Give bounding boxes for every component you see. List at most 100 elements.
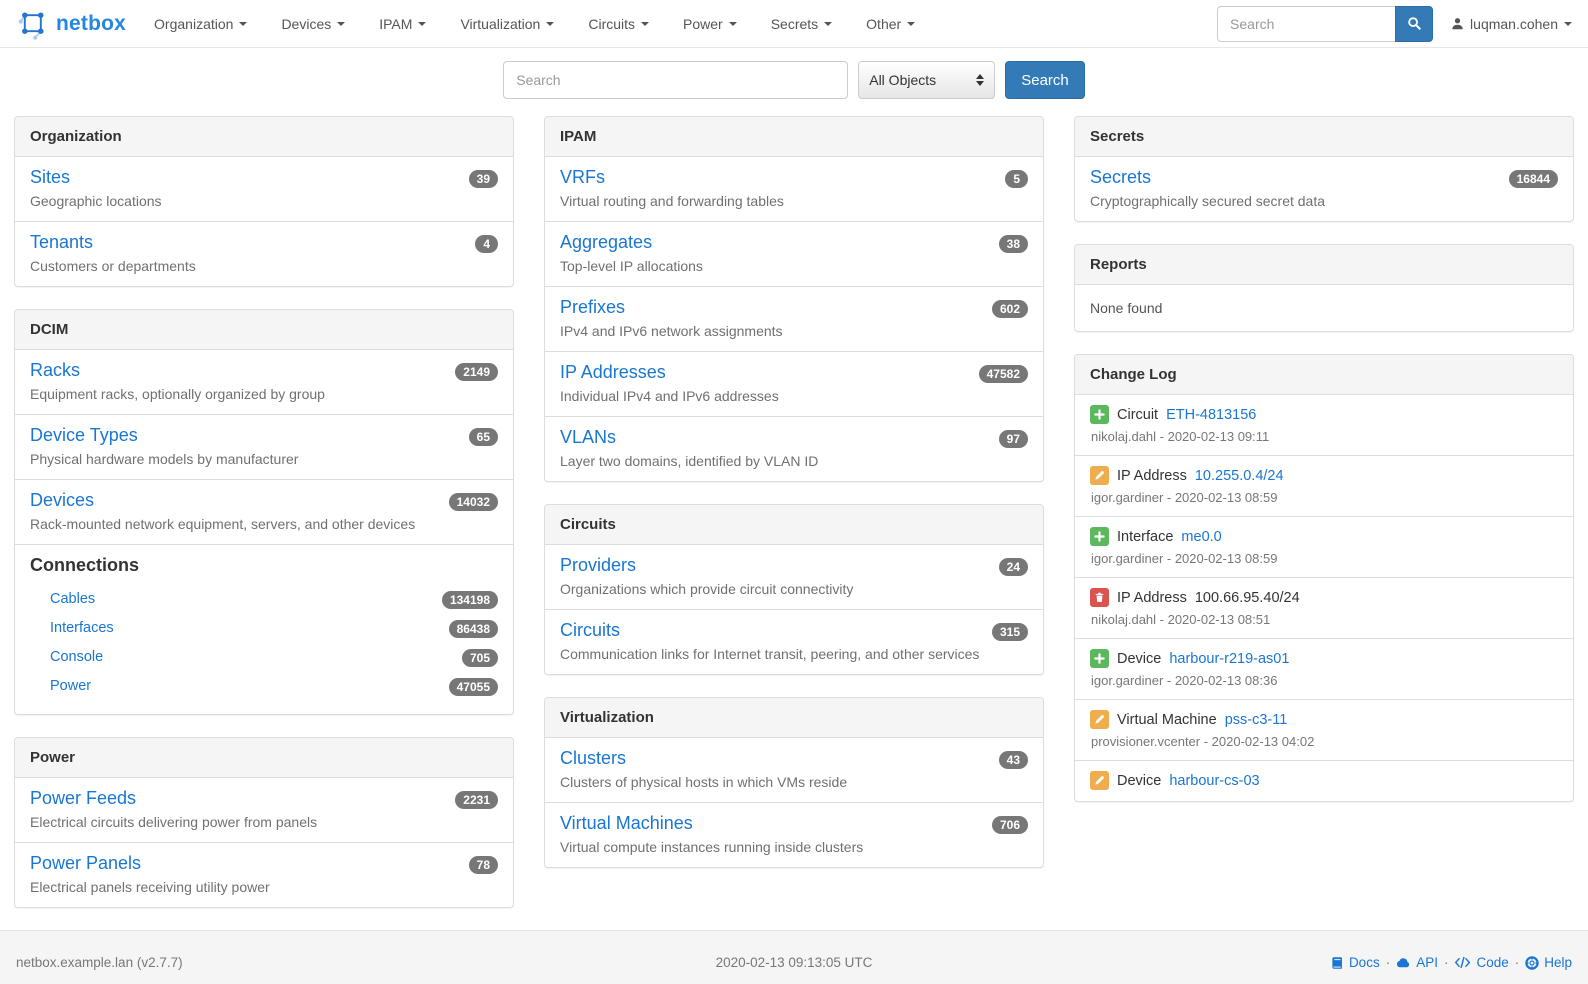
- item-vlans: VLANs 97 Layer two domains, identified b…: [545, 416, 1043, 481]
- prefixes-count-badge: 602: [991, 300, 1028, 318]
- console-link[interactable]: Console: [50, 648, 104, 665]
- panel-changelog: Change Log Circuit ETH-4813156 nikolaj.d…: [1074, 354, 1574, 802]
- circuits-link[interactable]: Circuits: [560, 620, 621, 640]
- cables-count-badge: 134198: [441, 591, 498, 609]
- aggregates-description: Top-level IP allocations: [560, 258, 703, 274]
- ip-addresses-link[interactable]: IP Addresses: [560, 362, 666, 382]
- dashboard-grid: Organization Sites 39 Geographic locatio…: [0, 116, 1588, 930]
- power-panels-link[interactable]: Power Panels: [30, 853, 142, 873]
- circuits-count-badge: 315: [991, 623, 1028, 641]
- navbar-right: luqman.cohen: [1217, 5, 1572, 42]
- vlans-link[interactable]: VLANs: [560, 427, 617, 447]
- vrfs-link[interactable]: VRFs: [560, 167, 605, 187]
- row-console: Console 705: [30, 642, 498, 671]
- racks-link[interactable]: Racks: [30, 360, 81, 380]
- chevron-down-icon: [907, 21, 916, 26]
- menu-devices[interactable]: Devices: [281, 16, 346, 32]
- panel-power: Power Power Feeds 2231 Electrical circui…: [14, 737, 514, 908]
- panel-power-heading: Power: [15, 738, 513, 778]
- main-menu: Organization Devices IPAM Virtualization…: [154, 16, 1217, 32]
- panel-ipam-heading: IPAM: [545, 117, 1043, 157]
- cables-link[interactable]: Cables: [50, 590, 96, 607]
- prefixes-link[interactable]: Prefixes: [560, 297, 626, 317]
- menu-circuits[interactable]: Circuits: [588, 16, 650, 32]
- row-interfaces: Interfaces 86438: [30, 613, 498, 642]
- menu-secrets[interactable]: Secrets: [771, 16, 833, 32]
- tenants-count-badge: 4: [475, 235, 498, 253]
- secrets-link[interactable]: Secrets: [1090, 167, 1152, 187]
- search-scope-select[interactable]: All Objects: [858, 61, 996, 99]
- chevron-down-icon: [418, 21, 427, 26]
- providers-description: Organizations which provide circuit conn…: [560, 581, 854, 597]
- changelog-entry: Circuit ETH-4813156 nikolaj.dahl - 2020-…: [1075, 395, 1573, 455]
- changelog-object-link[interactable]: 10.255.0.4/24: [1194, 467, 1284, 484]
- changelog-object-link[interactable]: harbour-cs-03: [1169, 772, 1260, 789]
- menu-organization[interactable]: Organization: [154, 16, 248, 32]
- navbar-search-input[interactable]: [1217, 5, 1396, 42]
- global-search-button[interactable]: Search: [1005, 61, 1085, 99]
- help-link[interactable]: Help: [1525, 955, 1572, 970]
- global-search-input[interactable]: [503, 61, 849, 99]
- menu-virtualization[interactable]: Virtualization: [460, 16, 555, 32]
- user-menu[interactable]: luqman.cohen: [1451, 16, 1572, 32]
- panel-organization: Organization Sites 39 Geographic locatio…: [14, 116, 514, 287]
- power-connections-link[interactable]: Power: [50, 677, 92, 694]
- panel-secrets: Secrets Secrets 16844 Cryptographically …: [1074, 116, 1574, 222]
- power-feeds-link[interactable]: Power Feeds: [30, 788, 137, 808]
- item-sites: Sites 39 Geographic locations: [15, 157, 513, 221]
- navbar-search-button[interactable]: [1395, 5, 1434, 42]
- add-icon: [1090, 527, 1109, 546]
- changelog-meta: nikolaj.dahl - 2020-02-13 08:51: [1091, 612, 1271, 627]
- changelog-object-link[interactable]: harbour-r219-as01: [1169, 650, 1290, 667]
- menu-other[interactable]: Other: [866, 16, 916, 32]
- device-types-link[interactable]: Device Types: [30, 425, 138, 445]
- netbox-brand[interactable]: netbox: [16, 8, 126, 40]
- top-navbar: netbox Organization Devices IPAM Virtual…: [0, 0, 1588, 48]
- code-link[interactable]: Code: [1454, 955, 1509, 970]
- menu-power[interactable]: Power: [683, 16, 737, 32]
- changelog-object-link[interactable]: ETH-4813156: [1166, 406, 1257, 423]
- item-circuits: Circuits 315 Communication links for Int…: [545, 609, 1043, 674]
- sites-link[interactable]: Sites: [30, 167, 71, 187]
- changelog-object-link[interactable]: me0.0: [1181, 528, 1222, 545]
- pencil-icon: [1090, 771, 1109, 790]
- virtual-machines-count-badge: 706: [991, 816, 1028, 834]
- chevron-down-icon: [824, 21, 833, 26]
- devices-count-badge: 14032: [448, 493, 498, 511]
- changelog-object-type: Device: [1117, 650, 1162, 667]
- device-types-count-badge: 65: [468, 428, 498, 446]
- item-devices: Devices 14032 Rack-mounted network equip…: [15, 479, 513, 544]
- menu-ipam[interactable]: IPAM: [379, 16, 427, 32]
- chevron-down-icon: [546, 21, 555, 26]
- brand-title: netbox: [56, 11, 127, 35]
- clusters-link[interactable]: Clusters: [560, 748, 627, 768]
- devices-link[interactable]: Devices: [30, 490, 95, 510]
- book-icon: [1331, 956, 1344, 970]
- docs-link[interactable]: Docs: [1331, 955, 1380, 970]
- power-panels-count-badge: 78: [468, 856, 498, 874]
- changelog-entry: IP Address 100.66.95.40/24 nikolaj.dahl …: [1075, 577, 1573, 638]
- console-count-badge: 705: [461, 649, 498, 667]
- tenants-link[interactable]: Tenants: [30, 232, 94, 252]
- changelog-object-deleted: 100.66.95.40/24: [1194, 589, 1300, 606]
- changelog-object-type: IP Address: [1117, 589, 1187, 606]
- circuits-description: Communication links for Internet transit…: [560, 646, 980, 662]
- prefixes-description: IPv4 and IPv6 network assignments: [560, 323, 783, 339]
- footer-timestamp: 2020-02-13 09:13:05 UTC: [715, 955, 873, 970]
- panel-dcim-heading: DCIM: [15, 310, 513, 350]
- aggregates-link[interactable]: Aggregates: [560, 232, 653, 252]
- changelog-meta: nikolaj.dahl - 2020-02-13 09:11: [1091, 429, 1270, 444]
- providers-count-badge: 24: [998, 558, 1028, 576]
- changelog-entry: Virtual Machine pss-c3-11 provisioner.vc…: [1075, 699, 1573, 760]
- virtual-machines-link[interactable]: Virtual Machines: [560, 813, 693, 833]
- item-power-feeds: Power Feeds 2231 Electrical circuits del…: [15, 778, 513, 842]
- reports-empty-text: None found: [1090, 300, 1163, 316]
- chevron-down-icon: [337, 21, 346, 26]
- interfaces-count-badge: 86438: [448, 620, 498, 638]
- api-link[interactable]: API: [1396, 955, 1438, 970]
- providers-link[interactable]: Providers: [560, 555, 637, 575]
- interfaces-link[interactable]: Interfaces: [50, 619, 114, 636]
- changelog-object-link[interactable]: pss-c3-11: [1224, 711, 1288, 728]
- connections-title: Connections: [30, 555, 140, 575]
- item-virtual-machines: Virtual Machines 706 Virtual compute ins…: [545, 802, 1043, 867]
